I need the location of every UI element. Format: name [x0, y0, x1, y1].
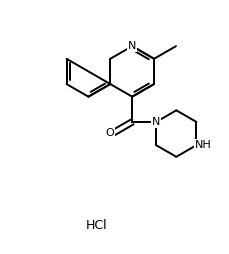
Text: O: O [105, 128, 114, 138]
Text: HCl: HCl [86, 219, 108, 232]
Text: NH: NH [195, 140, 212, 150]
Text: N: N [152, 117, 160, 127]
Text: N: N [128, 41, 136, 51]
